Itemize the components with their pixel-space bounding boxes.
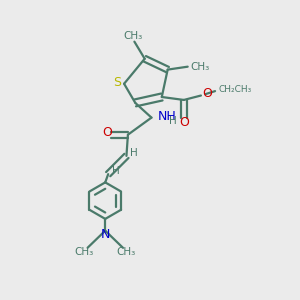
Text: CH₃: CH₃ <box>117 248 136 257</box>
Text: S: S <box>114 76 122 89</box>
Text: H: H <box>130 148 138 158</box>
Text: CH₃: CH₃ <box>190 62 210 72</box>
Text: O: O <box>102 126 112 139</box>
Text: H: H <box>169 116 176 126</box>
Text: H: H <box>112 166 119 176</box>
Text: NH: NH <box>158 110 177 123</box>
Text: CH₃: CH₃ <box>123 31 142 41</box>
Text: CH₂CH₃: CH₂CH₃ <box>218 85 251 94</box>
Text: CH₃: CH₃ <box>74 248 94 257</box>
Text: O: O <box>179 116 189 129</box>
Text: O: O <box>202 87 212 100</box>
Text: N: N <box>100 228 110 241</box>
